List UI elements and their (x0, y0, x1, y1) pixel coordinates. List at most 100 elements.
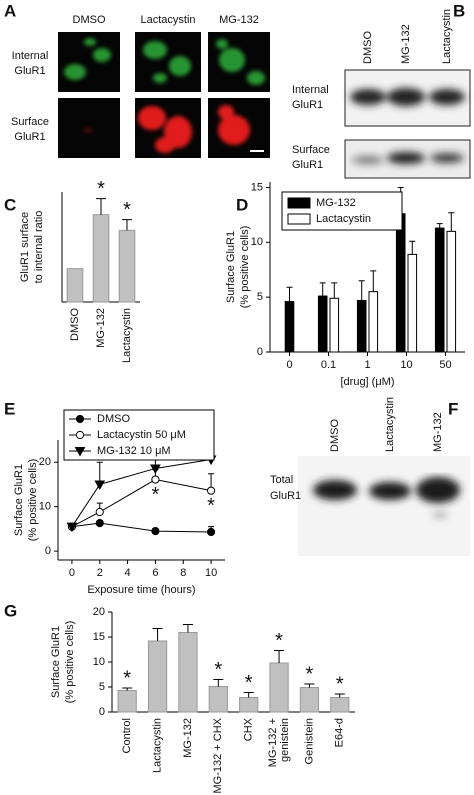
error-bar (370, 270, 377, 292)
significance-marker: * (123, 667, 131, 689)
x-tick-label: 8 (180, 567, 186, 579)
x-tick-label: genistein (279, 718, 291, 762)
column-label: Lactacystin (384, 397, 396, 452)
significance-marker: * (336, 673, 344, 695)
x-tick-label: Lactacystin (151, 718, 163, 773)
row-label: Total (270, 474, 293, 486)
significance-marker: * (97, 178, 105, 200)
bar (117, 690, 137, 713)
marker (66, 522, 78, 533)
bar (407, 253, 418, 353)
column-label: DMSO (329, 419, 341, 452)
row-label: Surface (292, 144, 330, 156)
bar (178, 632, 198, 713)
y-tick-label: 0 (257, 346, 263, 358)
panel-label: G (4, 601, 17, 620)
bar (92, 214, 110, 303)
x-tick-label: 6 (152, 567, 158, 579)
bar (317, 295, 328, 353)
marker (206, 527, 216, 537)
row-label: Surface (11, 116, 49, 128)
legend-label: MG-132 (316, 197, 356, 209)
error-bar (243, 692, 254, 698)
x-tick-label: MG-132 (95, 308, 107, 348)
marker (94, 480, 106, 490)
error-bar (274, 650, 285, 663)
x-tick-label: MG-132 + CHX (212, 717, 224, 793)
y-tick-label: 10 (39, 501, 51, 513)
error-bar (331, 282, 338, 299)
error-bar (319, 282, 326, 297)
y-axis-label: (% positive cells) (27, 459, 39, 542)
error-bar (122, 687, 133, 691)
y-tick-label: 0 (45, 545, 51, 557)
x-axis-label: [drug] (μM) (340, 376, 394, 388)
error-bar (213, 679, 224, 687)
marker (151, 527, 160, 536)
panel-label: A (4, 1, 16, 20)
column-label: DMSO (73, 14, 106, 26)
error-bar (96, 198, 106, 215)
row-label: Internal (292, 84, 329, 96)
significance-marker: * (214, 659, 222, 681)
x-tick-label: 0 (286, 359, 292, 371)
error-bar (334, 693, 345, 698)
series-line (71, 459, 212, 527)
bar (147, 640, 168, 713)
y-tick-label: 5 (99, 681, 105, 693)
marker (150, 464, 161, 474)
bar (239, 697, 259, 713)
y-axis-label: (% positive cells) (64, 621, 76, 704)
row-label: GluR1 (14, 65, 45, 77)
bar (329, 297, 340, 353)
panel-label: D (236, 195, 248, 214)
significance-marker: * (123, 199, 131, 221)
column-label: Lactacystin (140, 14, 195, 26)
column-label: MG-132 (219, 14, 259, 26)
marker (95, 519, 104, 528)
x-tick-label: Control (121, 718, 133, 753)
y-tick-label: 20 (39, 456, 51, 468)
y-tick-label: 15 (251, 181, 263, 193)
x-tick-label: DMSO (69, 308, 81, 341)
y-axis-label: (% positive cells) (239, 226, 251, 309)
series-line (71, 522, 212, 533)
significance-marker: * (207, 495, 215, 517)
bar (269, 662, 289, 713)
legend-label: MG-132 10 μM (97, 445, 171, 457)
y-tick-label: 0 (99, 706, 105, 718)
total-blot (298, 456, 470, 556)
y-axis-label: Surface GluR1 (50, 626, 62, 698)
panel-label: F (448, 399, 458, 418)
error-bar (152, 628, 163, 641)
legend-label: Lactacystin (316, 213, 371, 225)
legend-label: Lactacystin 50 μM (97, 429, 186, 441)
x-tick-label: E64-d (334, 718, 346, 747)
series-line (71, 479, 212, 528)
significance-marker: * (152, 484, 160, 506)
marker (75, 430, 85, 440)
marker (74, 447, 86, 457)
panel-label: C (4, 195, 16, 214)
legend: DMSO Lactacystin 50 μM MG-132 10 μM (63, 409, 215, 461)
x-tick-label: MG-132 + (267, 718, 279, 767)
significance-marker: * (275, 630, 283, 652)
bar (395, 213, 406, 353)
row-label: GluR1 (292, 159, 323, 171)
x-tick-label: 0.1 (321, 359, 336, 371)
error-bar (286, 286, 293, 302)
column-label: MG-132 (400, 24, 412, 64)
marker (151, 475, 160, 484)
x-tick-label: 0 (69, 567, 75, 579)
y-axis-label: Surface GluR1 (13, 464, 25, 536)
row-label: GluR1 (292, 99, 323, 111)
bar (118, 229, 136, 303)
y-tick-label: 15 (93, 631, 105, 643)
bar (330, 697, 350, 713)
column-label: DMSO (362, 31, 374, 64)
bar (446, 230, 457, 353)
bar (356, 299, 367, 353)
bar (66, 268, 84, 303)
y-axis-label: GluR1 surface (19, 212, 31, 282)
x-tick-label: 50 (439, 359, 451, 371)
